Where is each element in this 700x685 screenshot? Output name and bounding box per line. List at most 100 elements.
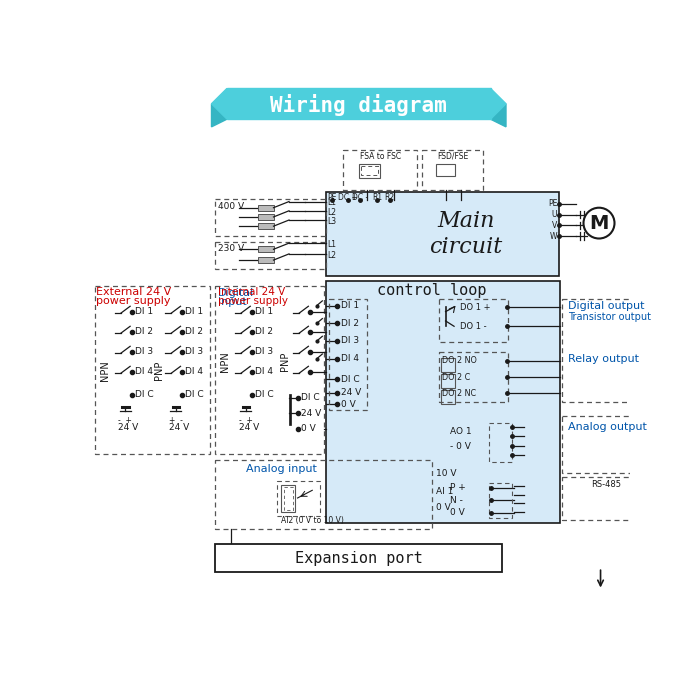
Text: L2: L2 — [328, 208, 337, 216]
Bar — [216, 242, 326, 269]
Polygon shape — [491, 88, 506, 119]
Text: DO 2 C: DO 2 C — [442, 373, 470, 382]
Text: M: M — [589, 214, 609, 234]
Text: DI 4: DI 4 — [185, 367, 203, 376]
Text: AI 1: AI 1 — [436, 487, 454, 497]
Bar — [95, 286, 210, 454]
Text: PNP: PNP — [280, 352, 290, 371]
Bar — [441, 390, 455, 404]
Text: -  +: - + — [118, 416, 132, 425]
Text: 24 V: 24 V — [239, 423, 259, 432]
Text: DI C: DI C — [341, 375, 360, 384]
Text: DI C: DI C — [135, 390, 153, 399]
Bar — [258, 205, 274, 211]
Bar — [258, 246, 274, 252]
Text: W: W — [550, 232, 557, 240]
Text: DI 2: DI 2 — [135, 327, 153, 336]
Text: DI 2: DI 2 — [255, 327, 273, 336]
Text: 24 V: 24 V — [341, 388, 361, 397]
Bar — [328, 299, 368, 410]
Text: input: input — [218, 297, 246, 307]
Text: 0 V: 0 V — [341, 399, 356, 408]
Text: V: V — [552, 221, 557, 230]
Text: 10 V: 10 V — [436, 469, 456, 478]
Text: AO 1: AO 1 — [450, 427, 472, 436]
Text: DC +: DC + — [338, 193, 358, 202]
Text: P +: P + — [450, 484, 466, 493]
Bar — [227, 88, 491, 119]
Text: Transistor output: Transistor output — [568, 312, 651, 322]
Text: +  -: + - — [169, 416, 183, 425]
Bar — [326, 192, 559, 276]
Bar — [258, 214, 274, 220]
Bar — [281, 485, 295, 512]
Text: 24 V: 24 V — [300, 409, 321, 418]
Bar — [436, 164, 455, 176]
Bar — [289, 394, 290, 425]
Bar — [216, 544, 502, 572]
Text: U: U — [552, 210, 557, 219]
Text: R1: R1 — [372, 193, 382, 202]
Polygon shape — [211, 103, 227, 127]
Bar — [562, 416, 639, 473]
Text: DO 2 NC: DO 2 NC — [442, 389, 477, 398]
Text: L3: L3 — [328, 217, 337, 226]
Text: DI 3: DI 3 — [135, 347, 153, 356]
Text: 0 V: 0 V — [436, 503, 451, 512]
Text: DI 2: DI 2 — [185, 327, 203, 336]
Text: control loop: control loop — [377, 284, 486, 299]
Text: NPN: NPN — [220, 351, 230, 372]
Text: -  +: - + — [239, 416, 253, 425]
Bar — [441, 358, 455, 372]
Bar — [326, 281, 560, 523]
Text: L1: L1 — [328, 240, 337, 249]
Text: FSA to FSC: FSA to FSC — [360, 151, 400, 160]
Text: Main: Main — [437, 210, 494, 232]
Text: circuit: circuit — [429, 236, 503, 258]
Text: AI2 (0 V to 10 V): AI2 (0 V to 10 V) — [281, 516, 344, 525]
Text: DO 1 +: DO 1 + — [461, 303, 491, 312]
Text: 24 V: 24 V — [169, 423, 189, 432]
Bar — [441, 374, 455, 388]
Bar — [216, 286, 324, 454]
Bar — [284, 487, 293, 510]
Bar — [358, 164, 381, 177]
Text: NPN: NPN — [99, 360, 109, 381]
Bar — [562, 299, 639, 401]
Text: Wiring diagram: Wiring diagram — [270, 94, 447, 116]
Bar — [422, 150, 483, 190]
Text: Analog input: Analog input — [246, 464, 317, 474]
Text: DI C: DI C — [300, 393, 319, 402]
Bar — [489, 423, 512, 462]
Text: PE: PE — [328, 193, 337, 202]
Text: DI 4: DI 4 — [341, 354, 359, 363]
Text: Digital output: Digital output — [568, 301, 645, 311]
Bar — [216, 199, 326, 236]
Bar — [439, 351, 508, 401]
Text: N -: N - — [450, 496, 463, 505]
Polygon shape — [491, 103, 506, 127]
Text: Internal 24 V: Internal 24 V — [218, 287, 285, 297]
Text: DI 3: DI 3 — [255, 347, 273, 356]
Text: DI 1: DI 1 — [341, 301, 359, 310]
Text: DO 1 -: DO 1 - — [461, 322, 487, 331]
Text: DI 3: DI 3 — [185, 347, 203, 356]
Text: power supply: power supply — [96, 296, 171, 306]
Text: DI C: DI C — [185, 390, 204, 399]
Text: Analog output: Analog output — [568, 422, 647, 432]
Text: Expansion port: Expansion port — [295, 551, 423, 566]
Text: 0 V: 0 V — [300, 424, 316, 433]
Text: L2: L2 — [328, 251, 337, 260]
Text: DO 2 NO: DO 2 NO — [442, 356, 477, 365]
Text: DI 4: DI 4 — [135, 367, 153, 376]
Text: DI C: DI C — [255, 390, 274, 399]
Text: DC -: DC - — [352, 193, 368, 202]
Circle shape — [584, 208, 615, 238]
Text: 230 V: 230 V — [218, 244, 244, 253]
Text: PNP: PNP — [154, 360, 164, 380]
Text: L1: L1 — [328, 199, 337, 208]
Bar — [277, 481, 320, 516]
Bar — [361, 166, 378, 175]
Bar — [216, 460, 433, 529]
Text: DI 1: DI 1 — [135, 307, 153, 316]
